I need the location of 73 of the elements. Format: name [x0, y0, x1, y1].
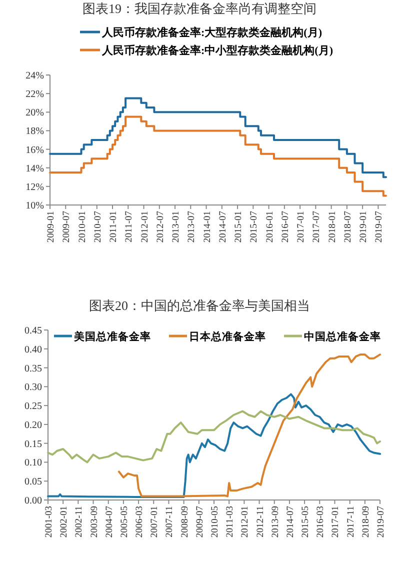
y-tick-label: 0.15 [24, 438, 42, 450]
x-tick-label: 2015-01 [234, 210, 244, 243]
y-tick-label: 0.20 [24, 420, 42, 431]
x-tick-label: 2015-05 [301, 506, 312, 538]
x-tick-label: 2011-01 [109, 210, 120, 242]
legend-label: 美国总准备金率 [73, 330, 151, 343]
x-tick-label: 2019-07 [374, 210, 385, 243]
x-tick-label: 2009-01 [46, 210, 56, 243]
x-tick-label: 2011-07 [124, 210, 135, 242]
x-tick-label: 2009-07 [62, 210, 72, 243]
x-tick-label: 2007-01 [150, 506, 160, 538]
y-tick-label: 12% [26, 182, 44, 193]
x-tick-label: 2012-11 [256, 506, 266, 538]
x-tick-label: 2012-01 [140, 210, 150, 243]
x-tick-label: 2015-07 [250, 210, 260, 243]
x-tick-label: 2013-07 [187, 210, 198, 243]
x-tick-label: 2016-07 [280, 210, 291, 243]
y-tick-label: 10% [26, 200, 44, 212]
x-tick-label: 2017-01 [331, 506, 342, 538]
x-tick-label: 2002-01 [60, 506, 70, 538]
x-tick-label: 2010-05 [210, 506, 220, 538]
x-tick-label: 2006-03 [135, 506, 146, 538]
x-tick-label: 2008-09 [180, 506, 190, 538]
legend-label: 人民币存款准备金率:中小型存款类金融机构(月) [101, 44, 334, 57]
chart-title: 图表20：中国的总准备金率与美国相当 [89, 298, 310, 313]
x-tick-label: 2019-07 [376, 506, 386, 538]
y-tick-label: 0.05 [24, 476, 42, 488]
x-tick-label: 2014-01 [202, 210, 213, 243]
y-tick-label: 0.25 [24, 401, 42, 412]
x-tick-label: 2009-07 [195, 506, 206, 538]
x-tick-label: 2005-05 [120, 506, 130, 538]
y-tick-label: 0.30 [24, 382, 42, 394]
x-tick-label: 2013-01 [172, 210, 182, 243]
x-tick-label: 2019-01 [359, 210, 370, 243]
x-tick-label: 2007-11 [165, 506, 176, 538]
y-tick-label: 0.00 [24, 496, 42, 506]
y-tick-label: 0.10 [24, 458, 42, 469]
x-tick-label: 2010-01 [78, 210, 88, 243]
x-tick-label: 2016-03 [316, 506, 326, 538]
y-tick-label: 22% [26, 89, 44, 100]
y-tick-label: 14% [26, 163, 44, 174]
y-tick-label: 0.40 [24, 344, 42, 356]
x-tick-label: 2003-09 [90, 506, 100, 538]
y-tick-label: 24% [26, 70, 44, 82]
x-tick-label: 2016-01 [265, 210, 276, 243]
legend-label: 中国总准备金率 [304, 330, 381, 343]
y-tick-label: 20% [26, 108, 44, 119]
x-tick-label: 2018-01 [328, 210, 338, 243]
x-tick-label: 2012-07 [156, 210, 166, 243]
x-tick-label: 2014-07 [286, 506, 296, 538]
x-tick-label: 2013-09 [270, 506, 281, 538]
line-series [118, 354, 381, 498]
y-tick-label: 16% [26, 144, 44, 156]
legend-label: 人民币存款准备金率:大型存款类金融机构(月) [101, 26, 322, 39]
x-tick-label: 2018-09 [361, 506, 372, 538]
line-series [47, 393, 381, 498]
x-tick-label: 2012-01 [240, 506, 251, 538]
x-tick-label: 2018-07 [343, 210, 354, 243]
x-tick-label: 2001-03 [44, 506, 54, 538]
x-tick-label: 2017-11 [346, 506, 356, 538]
x-tick-label: 2017-07 [312, 210, 322, 243]
legend-label: 日本总准备金率 [189, 330, 266, 343]
y-tick-label: 0.45 [24, 326, 42, 336]
x-tick-label: 2017-01 [296, 210, 307, 243]
x-tick-label: 2014-07 [218, 210, 228, 243]
line-series [47, 410, 381, 464]
y-tick-label: 18% [26, 126, 44, 138]
x-tick-label: 2010-07 [93, 210, 104, 243]
x-tick-label: 2002-11 [74, 506, 85, 538]
x-tick-label: 2011-03 [226, 506, 236, 538]
chart-title: 图表19：我国存款准备金率尚有调整空间 [82, 1, 316, 16]
y-tick-label: 0.35 [24, 363, 42, 374]
x-tick-label: 2004-07 [104, 506, 115, 538]
